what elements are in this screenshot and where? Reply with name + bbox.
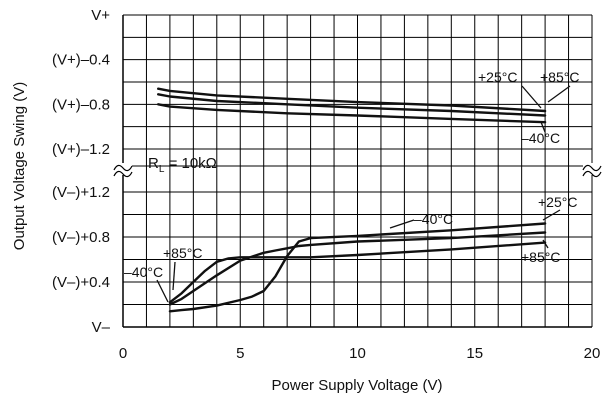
axis-break-mark: [113, 170, 133, 178]
series-label: –40°C: [124, 264, 163, 280]
y-tick-label: (V+)–0.8: [52, 96, 110, 113]
series-line-low-side: [168, 222, 547, 313]
x-tick-label: 15: [466, 345, 483, 362]
x-tick-label: 20: [584, 345, 601, 362]
series-label-leader: [542, 239, 549, 249]
chart-text: V+ (V+)–0.4 (V+)–0.8 (V+)–1.2 (V–)+1.2 (V–)+0…: [52, 7, 600, 362]
series-line-low-side: [168, 241, 547, 304]
series-label-leader: [521, 85, 542, 109]
series-label: +25°C: [538, 194, 577, 210]
y-tick-label: (V+)–0.4: [52, 52, 110, 69]
series-label-leader: [542, 209, 561, 221]
axis-break-mark: [113, 164, 133, 172]
y-tick-label: (V–)+0.8: [52, 229, 110, 246]
axis-break: [113, 163, 602, 178]
axis-break-mark: [582, 170, 602, 178]
y-tick-label: V+: [91, 7, 110, 24]
series-label: –40°C: [521, 130, 560, 146]
series-label-leader: [547, 85, 571, 103]
series-label: +85°C: [163, 245, 202, 261]
series-label: +85°C: [521, 249, 560, 265]
series-line-high-side: [157, 93, 547, 117]
y-tick-label: (V–)+1.2: [52, 184, 110, 201]
x-tick-label: 5: [236, 345, 244, 362]
series-curves: [157, 87, 547, 313]
series-label-leader: [172, 261, 176, 291]
y-axis-label: Output Voltage Swing (V): [11, 82, 28, 250]
x-tick-label: 10: [349, 345, 366, 362]
x-axis-label: Power Supply Voltage (V): [272, 377, 443, 394]
series-label-leader: [389, 219, 415, 229]
grid: [122, 14, 593, 328]
series-label: +85°C: [540, 69, 579, 85]
series-label-leader: [540, 121, 546, 133]
x-tick-label: 0: [119, 345, 127, 362]
series-line-high-side: [157, 87, 547, 113]
label-leaders: [156, 85, 571, 303]
series-label: –40°C: [414, 211, 453, 227]
y-tick-label: (V+)–1.2: [52, 141, 110, 158]
series-label: +25°C: [478, 69, 517, 85]
series-line-high-side: [157, 103, 547, 124]
series-line-low-side: [168, 231, 547, 306]
y-tick-label: (V–)+0.4: [52, 274, 110, 291]
axis-break-mark: [582, 164, 602, 172]
rl-annotation: RL = 10kΩ: [148, 155, 217, 175]
y-tick-label: V–: [92, 319, 111, 336]
series-label-leader: [156, 279, 169, 303]
